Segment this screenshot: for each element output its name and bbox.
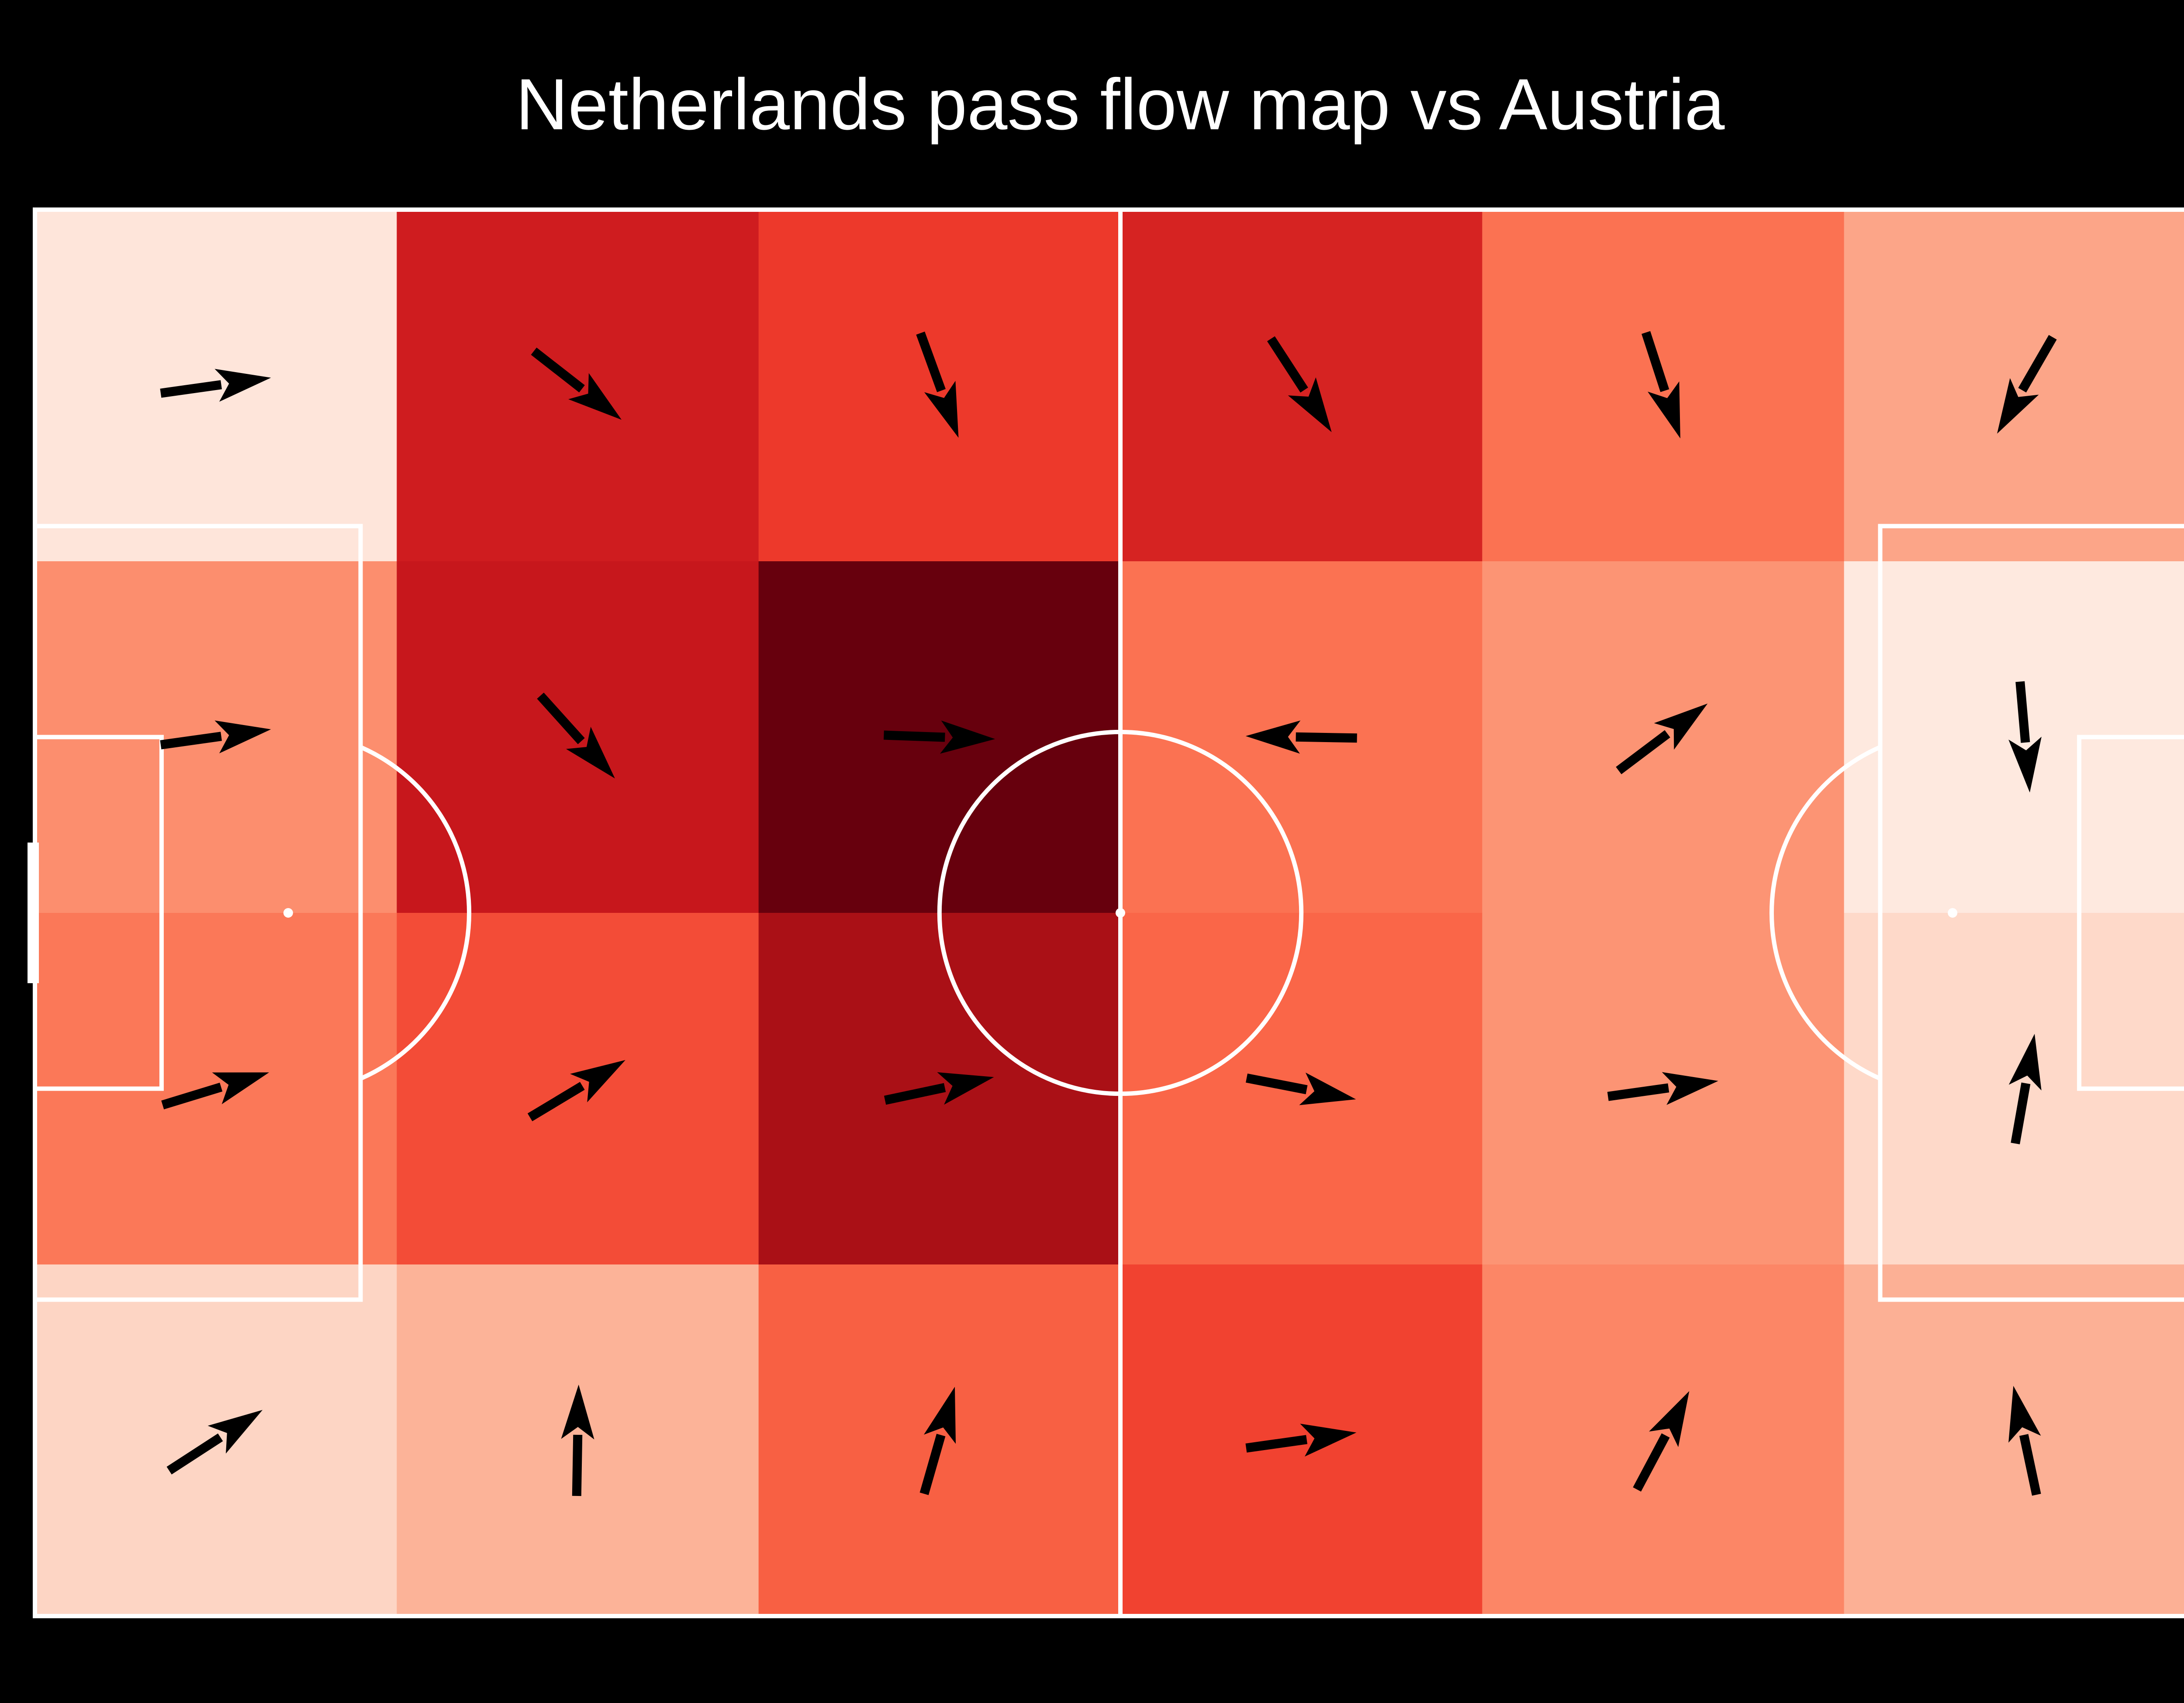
flow-arrow-head — [2008, 1385, 2041, 1443]
flow-arrow-head — [561, 1385, 594, 1440]
pitch-lines — [28, 207, 2184, 1618]
flow-arrow — [531, 347, 622, 420]
flow-arrow-shaft — [919, 1434, 946, 1495]
flow-arrow-head — [2008, 736, 2042, 793]
flow-arrow-shaft — [1246, 1073, 1308, 1095]
centre-spot — [1116, 908, 1125, 918]
flow-arrow-head — [1299, 1072, 1356, 1105]
flow-arrow — [561, 1385, 594, 1496]
flow-arrow — [160, 369, 271, 402]
flow-arrow-shaft — [1245, 1435, 1308, 1453]
flow-arrow — [166, 1410, 263, 1475]
flow-arrow-head — [566, 726, 615, 779]
flow-arrow-shaft — [166, 1433, 223, 1475]
flow-arrow-head — [212, 1072, 270, 1105]
flow-arrow-shaft — [2018, 335, 2057, 393]
flow-arrow — [161, 1072, 270, 1109]
flow-arrow-head — [1654, 703, 1708, 750]
heatmap-cell — [1844, 210, 2184, 562]
flow-arrow-head — [1245, 720, 1301, 754]
flow-arrow-shaft — [160, 380, 222, 398]
flow-arrow — [1245, 1423, 1357, 1457]
flow-arrow — [919, 1386, 956, 1495]
heatmap-cells — [35, 210, 2184, 1617]
flow-arrow-head — [1997, 378, 2039, 434]
flow-arrow-shaft — [2019, 1434, 2041, 1496]
flow-arrow-shaft — [1633, 1433, 1670, 1492]
flow-arrow — [884, 1072, 994, 1105]
flow-arrow — [527, 1060, 625, 1122]
flow-arrow — [1641, 331, 1680, 439]
right-penalty-spot — [1948, 908, 1958, 918]
flow-arrow — [2008, 1385, 2041, 1496]
flow-arrow-head — [214, 369, 271, 402]
flow-arrow — [916, 332, 959, 438]
right-penalty-arc — [1769, 745, 1881, 1081]
flow-arrow-shaft — [1607, 1083, 1669, 1101]
flow-arrow — [2008, 681, 2042, 793]
flow-arrow-shaft — [160, 732, 222, 750]
flow-arrow-shaft — [884, 1083, 946, 1105]
flow-arrow-shaft — [2011, 1082, 2031, 1144]
flow-arrow-shaft — [531, 347, 585, 393]
flow-arrow-head — [940, 720, 995, 754]
flow-arrow-shaft — [916, 332, 946, 392]
flow-arrow — [884, 720, 995, 754]
flow-arrow-shaft — [527, 1082, 585, 1122]
flow-arrow-head — [1649, 1391, 1690, 1447]
flow-arrow-shaft — [2015, 681, 2030, 743]
flow-arrow-head — [2008, 1033, 2042, 1091]
flow-arrow — [1997, 335, 2057, 434]
flow-arrow-shaft — [161, 1082, 223, 1109]
flow-arrow — [1607, 1072, 1718, 1105]
flow-arrow-shaft — [1641, 331, 1669, 392]
flow-arrow-head — [1300, 1423, 1357, 1457]
flow-arrow-head — [570, 1060, 625, 1102]
left-penalty-spot — [283, 908, 293, 918]
flow-arrow-head — [214, 720, 271, 753]
flow-arrow-shaft — [1616, 730, 1670, 774]
right-penalty-area — [1878, 524, 2184, 1302]
flow-arrow — [1633, 1391, 1690, 1492]
chart-title: Netherlands pass flow map vs Austria — [515, 64, 1725, 145]
flow-arrow — [160, 720, 271, 753]
flow-arrow-head — [923, 1386, 956, 1444]
flow-arrow-shaft — [1267, 336, 1308, 393]
flow-arrow-head — [207, 1410, 263, 1454]
flow-arrow-shaft — [1296, 732, 1357, 743]
flow-arrow — [1616, 703, 1708, 774]
flow-arrow — [537, 692, 615, 779]
right-six-yard-box — [2077, 735, 2184, 1091]
flow-arrows — [160, 331, 2057, 1496]
flow-arrow-shaft — [537, 692, 585, 744]
centre-circle — [937, 729, 1304, 1096]
flow-arrow-head — [924, 380, 959, 438]
flow-arrow-shaft — [884, 730, 945, 742]
flow-arrow-head — [1288, 377, 1332, 432]
flow-arrow — [1246, 1072, 1356, 1105]
flow-arrow-head — [937, 1072, 994, 1105]
left-penalty-arc — [359, 745, 471, 1081]
flow-arrow — [1267, 336, 1332, 432]
flow-arrow — [2008, 1033, 2042, 1144]
flow-arrow-head — [1662, 1072, 1718, 1105]
flow-arrow-head — [1648, 381, 1680, 439]
flow-arrow — [1245, 720, 1357, 754]
heatmap-cell — [1844, 1264, 2184, 1617]
flow-arrow-head — [568, 373, 622, 420]
